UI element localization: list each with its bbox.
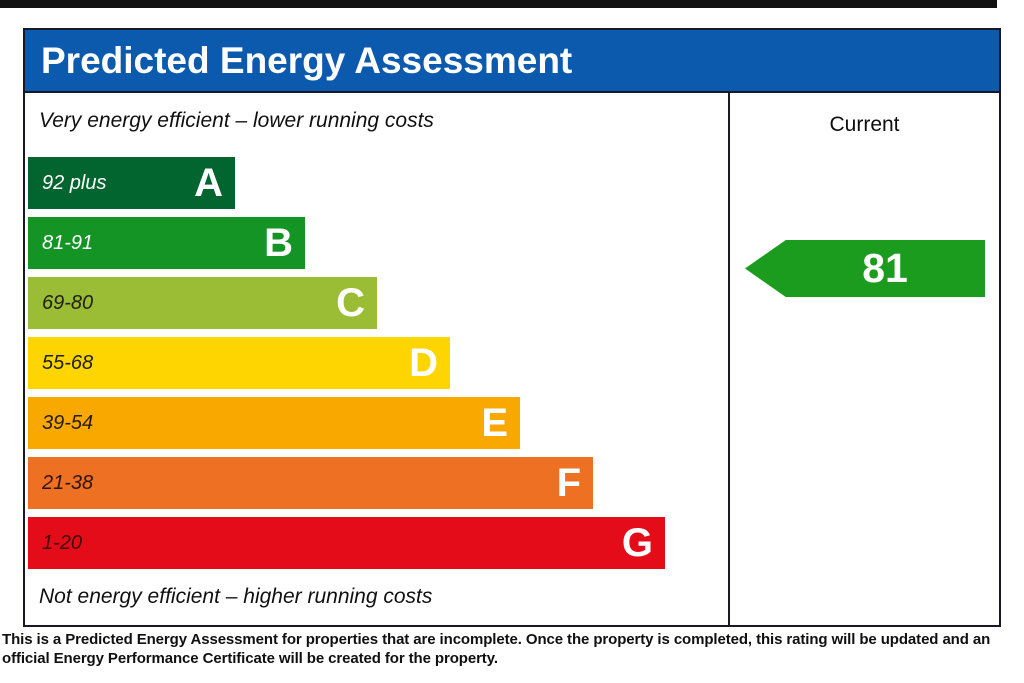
bottom-annotation: Not energy efficient – higher running co… [39, 585, 433, 608]
epc-band-d: 55-68 D [28, 337, 665, 389]
epc-band-c: 69-80 C [28, 277, 665, 329]
band-range-label: 21-38 [42, 471, 94, 494]
footer-disclaimer: This is a Predicted Energy Assessment fo… [2, 631, 990, 669]
epc-band-e: 39-54 E [28, 397, 665, 449]
band-letter: A [194, 161, 223, 205]
band-bar-d: 55-68 D [28, 337, 450, 389]
epc-bands: 92 plus A 81-91 B 69-80 C 55-68 D 39-54 E 21-38 F 1-… [28, 157, 665, 577]
epc-band-a: 92 plus A [28, 157, 665, 209]
band-bar-b: 81-91 B [28, 217, 305, 269]
band-bar-g: 1-20 G [28, 517, 665, 569]
epc-band-b: 81-91 B [28, 217, 665, 269]
band-bar-c: 69-80 C [28, 277, 377, 329]
band-range-label: 81-91 [42, 231, 94, 254]
epc-band-g: 1-20 G [28, 517, 665, 569]
epc-band-f: 21-38 F [28, 457, 665, 509]
current-rating-value: 81 [862, 245, 908, 291]
band-bar-e: 39-54 E [28, 397, 520, 449]
band-letter: G [621, 521, 653, 565]
band-letter: D [409, 341, 438, 385]
energy-assessment-document: Predicted Energy Assessment Very energy … [23, 28, 1001, 627]
current-rating-column: Current 81 [730, 93, 999, 625]
band-range-label: 1-20 [42, 531, 83, 554]
title-bar: Predicted Energy Assessment [23, 28, 1001, 93]
top-annotation: Very energy efficient – lower running co… [39, 109, 434, 132]
current-rating-arrow: 81 [745, 240, 985, 297]
band-range-label: 92 plus [42, 171, 107, 194]
current-column-header: Current [829, 113, 900, 136]
band-range-label: 55-68 [42, 351, 94, 374]
band-letter: E [481, 401, 508, 445]
top-border-bar [0, 0, 997, 8]
epc-chart: Very energy efficient – lower running co… [23, 93, 1001, 627]
band-range-label: 39-54 [42, 411, 94, 434]
band-bar-f: 21-38 F [28, 457, 593, 509]
footer-line-2: official Energy Performance Certificate … [2, 649, 498, 667]
footer-line-1: This is a Predicted Energy Assessment fo… [2, 631, 991, 648]
band-letter: B [264, 221, 293, 265]
band-letter: C [336, 281, 365, 325]
band-letter: F [556, 461, 581, 505]
band-bar-a: 92 plus A [28, 157, 235, 209]
epc-band-scale: Very energy efficient – lower running co… [25, 93, 730, 625]
band-range-label: 69-80 [42, 291, 94, 314]
page-title: Predicted Energy Assessment [41, 39, 573, 81]
